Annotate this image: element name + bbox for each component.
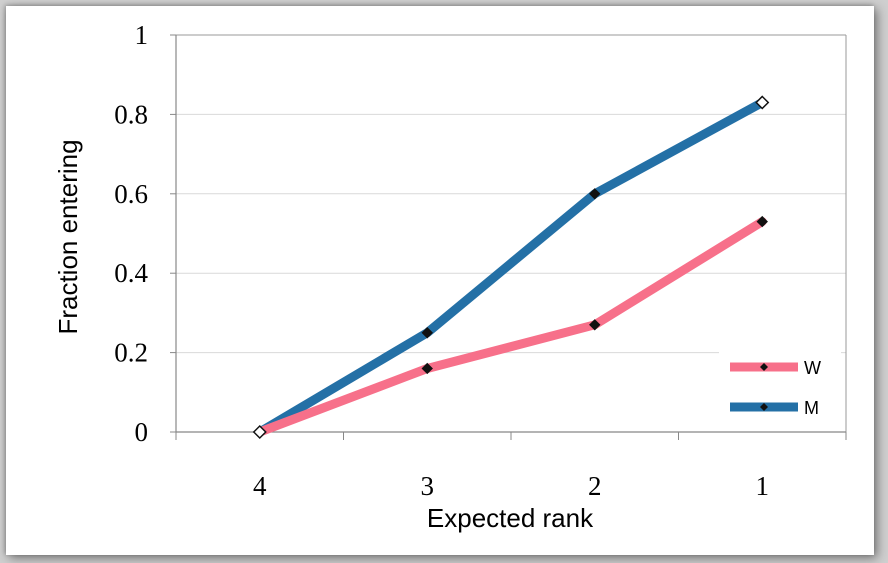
y-tick-label: 0.4 <box>114 258 148 288</box>
legend-label-M: M <box>804 398 819 418</box>
data-point-M <box>755 95 770 110</box>
data-point-M <box>589 188 601 200</box>
y-tick-label: 0.8 <box>114 99 148 129</box>
x-axis-title: Expected rank <box>427 503 594 533</box>
legend-marker-M <box>760 403 768 411</box>
chart-frame <box>6 6 874 555</box>
data-point-W <box>756 215 768 228</box>
y-axis-title: Fraction entering <box>53 139 83 334</box>
y-tick-label: 0.2 <box>114 338 148 368</box>
x-tick-label: 4 <box>253 471 267 501</box>
legend: WM <box>719 345 841 425</box>
legend-label-W: W <box>804 358 821 378</box>
data-point-markers <box>252 95 770 440</box>
series-lines <box>255 97 767 437</box>
data-point-W <box>421 362 433 375</box>
series-line-M <box>255 97 767 437</box>
data-point-M <box>421 327 433 339</box>
data-point-M <box>252 424 267 440</box>
legend-marker-W <box>760 363 768 371</box>
y-tick-label: 0.6 <box>114 179 148 209</box>
legend-box <box>719 345 841 425</box>
axes <box>170 34 847 440</box>
y-tick-label: 1 <box>135 20 149 50</box>
x-tick-label: 1 <box>756 471 770 501</box>
y-tick-labels: 0 0.2 0.4 0.6 0.8 1 <box>114 20 148 447</box>
series-line-W <box>255 217 767 437</box>
data-point-W <box>589 319 601 331</box>
x-tick-labels: 4 3 2 1 <box>253 471 769 501</box>
x-tick-label: 2 <box>588 471 602 501</box>
x-tick-label: 3 <box>421 471 435 501</box>
gridlines <box>176 34 846 354</box>
y-tick-label: 0 <box>135 417 149 447</box>
